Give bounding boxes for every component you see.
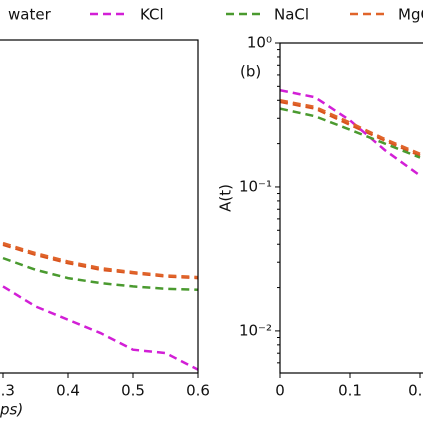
plot-area: [2, 241, 198, 371]
series-line: [2, 256, 198, 291]
series-line: [280, 99, 421, 155]
x-tick-label: 0.1: [338, 382, 362, 400]
x-tick-label: 0.4: [56, 382, 80, 400]
panel-label: (b): [240, 63, 261, 81]
x-tick-label: 0.5: [121, 382, 145, 400]
legend-label: KCl: [140, 6, 164, 24]
series-line: [2, 243, 198, 280]
axes-frame: [279, 42, 423, 374]
y-axis-label: A(t): [217, 184, 235, 212]
plot-area: [280, 88, 421, 177]
legend-label: NaCl: [274, 6, 309, 24]
x-tick-label: 0.2: [408, 382, 423, 400]
series-line: [2, 285, 198, 371]
legend-label: water: [8, 6, 52, 24]
y-tick-label: 10⁻²: [239, 321, 272, 339]
series-line: [280, 107, 421, 159]
axes-frame: [0, 39, 199, 374]
x-tick-label: 0: [275, 382, 285, 400]
series-line: [280, 88, 421, 177]
x-axis-label: ps): [0, 401, 23, 419]
legend-label: MgCl: [398, 6, 423, 24]
y-tick-label: 10⁰: [247, 34, 272, 52]
series-line: [2, 241, 198, 279]
x-tick-label: 0.6: [186, 382, 210, 400]
y-tick-label: 10⁻¹: [239, 177, 272, 195]
x-tick-label: 0.3: [0, 382, 15, 400]
